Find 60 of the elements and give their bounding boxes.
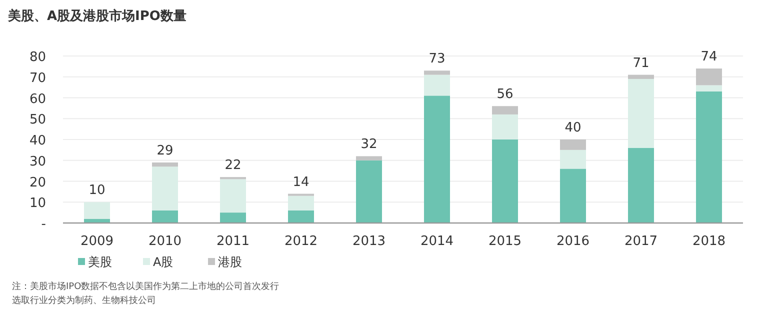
total-label: 56 (496, 87, 514, 102)
bar (492, 114, 518, 140)
bar (696, 85, 722, 92)
x-tick-label: 2009 (80, 234, 114, 249)
total-label: 32 (360, 137, 378, 152)
bar (424, 74, 450, 96)
x-tick-label: 2013 (352, 234, 386, 249)
total-label: 74 (700, 50, 718, 65)
legend-label: A股 (153, 255, 174, 269)
bar (560, 168, 586, 223)
bar (288, 210, 314, 223)
total-label: 40 (564, 120, 582, 136)
legend-label: 美股 (88, 255, 112, 269)
bar (288, 196, 314, 210)
bar (424, 96, 450, 223)
total-label: 10 (88, 183, 106, 198)
total-label: 22 (224, 158, 242, 174)
bar (696, 68, 722, 86)
bar (356, 156, 382, 160)
legend-label: 港股 (218, 255, 242, 269)
x-tick-label: 2015 (488, 234, 522, 249)
x-tick-label: 2016 (556, 234, 590, 249)
bar (84, 202, 110, 219)
bar (560, 140, 586, 150)
x-tick-label: 2011 (216, 234, 250, 249)
bar (424, 70, 450, 75)
bar (628, 78, 654, 148)
x-tick-label: 2012 (284, 234, 318, 249)
y-tick-label: 10 (29, 196, 46, 212)
x-tick-label: 2010 (148, 234, 182, 249)
text: 选取行业分类为制药、生物科技公司 (12, 295, 156, 306)
bar (628, 148, 654, 223)
bar (220, 212, 246, 223)
y-tick-label: 50 (29, 112, 46, 128)
x-tick-label: 2018 (692, 234, 726, 249)
y-tick-label: 80 (29, 50, 46, 65)
text: 注：美股市场IPO数据不包含以美国作为第二上市地的公司首次发行 (12, 281, 280, 292)
bar (696, 91, 722, 223)
total-label: 14 (292, 174, 310, 190)
x-tick-label: 2017 (624, 234, 658, 249)
total-label: 71 (632, 56, 650, 71)
bar (152, 210, 178, 223)
bar (220, 179, 246, 213)
y-tick-label: 60 (29, 92, 46, 107)
bar (628, 74, 654, 79)
bar (152, 162, 178, 167)
y-tick-label: 30 (29, 154, 46, 170)
y-tick-label: 70 (29, 70, 46, 86)
y-tick-label: 40 (29, 134, 46, 148)
chart-title: 美股、A股及港股市场IPO数量 (7, 8, 186, 24)
total-label: 29 (156, 143, 174, 158)
bar (152, 166, 178, 210)
y-tick-label: - (41, 217, 46, 232)
y-tick-label: 20 (29, 175, 46, 190)
total-label: 73 (428, 52, 446, 67)
bar (356, 160, 382, 223)
bar (560, 150, 586, 169)
bar (492, 140, 518, 223)
x-tick-label: 2014 (420, 234, 454, 249)
bar (492, 106, 518, 114)
